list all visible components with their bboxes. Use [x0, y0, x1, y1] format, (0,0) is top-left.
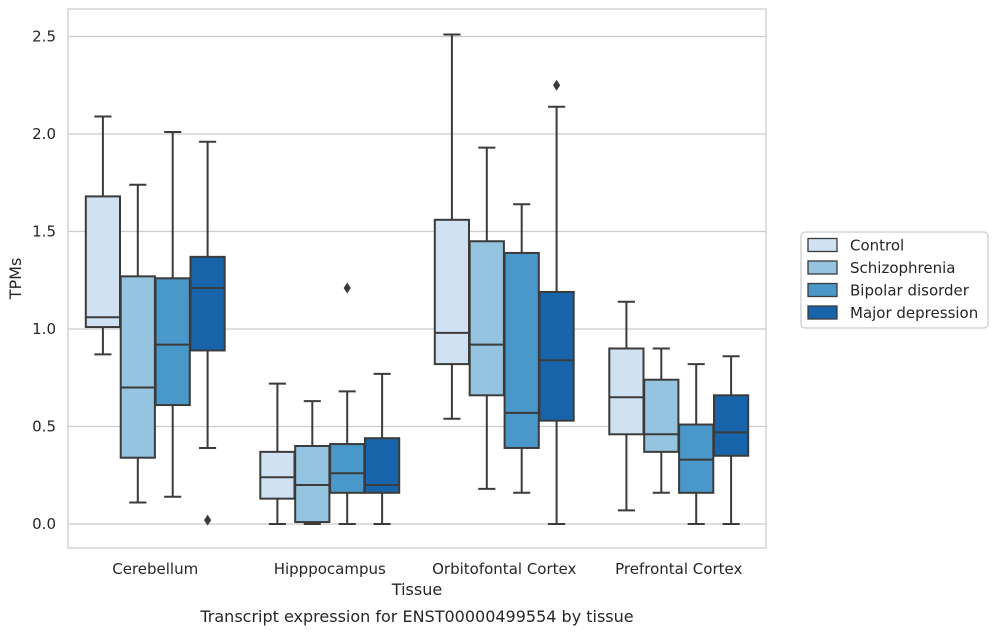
x-tick-label: Hipppocampus [274, 560, 386, 578]
legend-label: Schizophrenia [850, 259, 955, 277]
x-axis-label: Tissue [391, 580, 442, 599]
y-axis-label: TPMs [6, 258, 25, 301]
legend-swatch [807, 305, 838, 320]
y-tick-label: 2.5 [32, 28, 56, 46]
box-control [608, 300, 645, 512]
x-tick-label: Cerebellum [112, 560, 198, 578]
y-tick-label: 0.5 [32, 418, 56, 436]
x-tick-labels: Cerebellum Hipppocampus Orbitofontal Corte… [112, 560, 742, 578]
x-tick-label: Prefrontal Cortex [615, 560, 742, 578]
box-major-depression [189, 140, 226, 526]
box-bipolar-disorder [503, 203, 540, 494]
y-tick-label: 1.5 [32, 223, 56, 241]
outlier-point [553, 79, 561, 91]
box-bipolar-disorder [154, 131, 191, 498]
box-groups [84, 33, 750, 526]
box-major-depression [712, 355, 750, 525]
legend-label: Bipolar disorder [850, 282, 970, 300]
legend-swatch [807, 260, 838, 275]
box-schizophrenia [294, 400, 331, 525]
box-bipolar-disorder [329, 282, 366, 525]
outlier-point [204, 514, 212, 526]
legend-swatch [807, 237, 838, 253]
box-control [84, 115, 122, 356]
y-tick-label: 1.0 [32, 320, 56, 338]
chart-caption: Transcript expression for ENST0000049955… [199, 607, 633, 626]
y-tick-label: 0.0 [32, 515, 56, 533]
box-control [259, 382, 296, 525]
box-schizophrenia [119, 183, 156, 504]
box-major-depression [538, 79, 575, 525]
y-tick-label: 2.0 [32, 125, 56, 143]
legend-label: Major depression [850, 304, 978, 322]
box-control [433, 33, 471, 420]
y-tick-labels: 0.0 0.5 1.0 1.5 2.0 2.5 [32, 28, 56, 534]
plot-frame [67, 8, 767, 549]
box-major-depression [363, 372, 401, 525]
legend-label: Control [850, 237, 904, 255]
x-tick-label: Orbitofontal Cortex [432, 560, 576, 578]
legend-swatch [807, 282, 838, 298]
box-schizophrenia [468, 146, 505, 490]
box-schizophrenia [643, 347, 680, 494]
box-bipolar-disorder [678, 363, 715, 525]
legend: Control Schizophrenia Bipolar disorder Majo… [800, 231, 989, 329]
outlier-point [343, 282, 351, 294]
